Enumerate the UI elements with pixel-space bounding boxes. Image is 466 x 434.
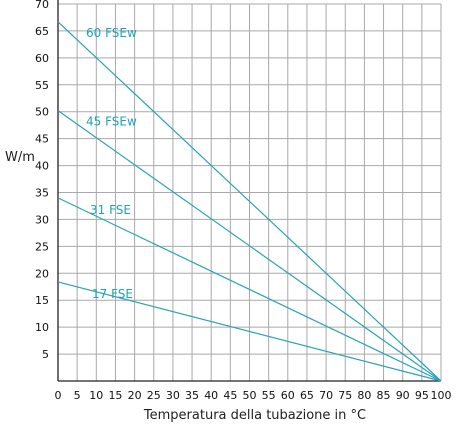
y-tick-label: 45 [35,133,49,146]
y-tick-label: 60 [35,52,49,65]
series-label: 17 FSE [92,287,133,301]
x-tick-label: 20 [128,389,142,402]
x-tick-label: 90 [396,389,410,402]
y-tick-label: 30 [35,213,49,226]
y-tick-label: 65 [35,25,49,38]
x-tick-label: 40 [204,389,218,402]
tick-labels: 0 5 10 15 20 25 30 35 40 45 50 55 60 65 70 75 80 85 90 95 10… [35,0,452,402]
y-tick-label: 70 [35,0,49,11]
series-lines [57,21,442,382]
x-tick-label: 35 [185,389,199,402]
y-tick-label: 35 [35,187,49,200]
series-label: 60 FSEw [86,26,137,40]
x-tick-label: 80 [357,389,371,402]
grid [58,3,442,381]
y-tick-label: 20 [35,267,49,280]
x-tick-label: 65 [300,389,314,402]
y-axis-title: W/m [5,150,35,165]
x-tick-label: 0 [55,389,62,402]
x-axis-title: Temperatura della tubazione in °C [143,408,366,423]
x-tick-label: 30 [166,389,180,402]
x-tick-label: 95 [415,389,429,402]
axes [57,0,441,382]
series-label: 31 FSE [90,203,131,217]
y-tick-label: 25 [35,240,49,253]
x-tick-label: 5 [74,389,81,402]
y-tick-label: 55 [35,79,49,92]
series-line [57,197,442,382]
x-tick-label: 55 [262,389,276,402]
series-labels: 60 FSEw 45 FSEw 31 FSE 17 FSE [86,26,137,301]
y-tick-label: 50 [35,106,49,119]
y-tick-label: 15 [35,294,49,307]
series-label: 45 FSEw [86,115,137,129]
series-line [57,110,442,382]
x-tick-label: 25 [147,389,161,402]
x-tick-label: 100 [431,389,452,402]
x-tick-label: 10 [89,389,103,402]
y-tick-label: 40 [35,160,49,173]
x-tick-label: 75 [338,389,352,402]
series-line [57,21,442,382]
x-tick-label: 50 [243,389,257,402]
x-tick-label: 45 [223,389,237,402]
x-tick-label: 15 [108,389,122,402]
y-tick-label: 5 [42,348,49,361]
series-line [57,281,442,382]
x-tick-label: 70 [319,389,333,402]
x-tick-label: 60 [281,389,295,402]
x-tick-label: 85 [377,389,391,402]
y-tick-label: 10 [35,321,49,334]
